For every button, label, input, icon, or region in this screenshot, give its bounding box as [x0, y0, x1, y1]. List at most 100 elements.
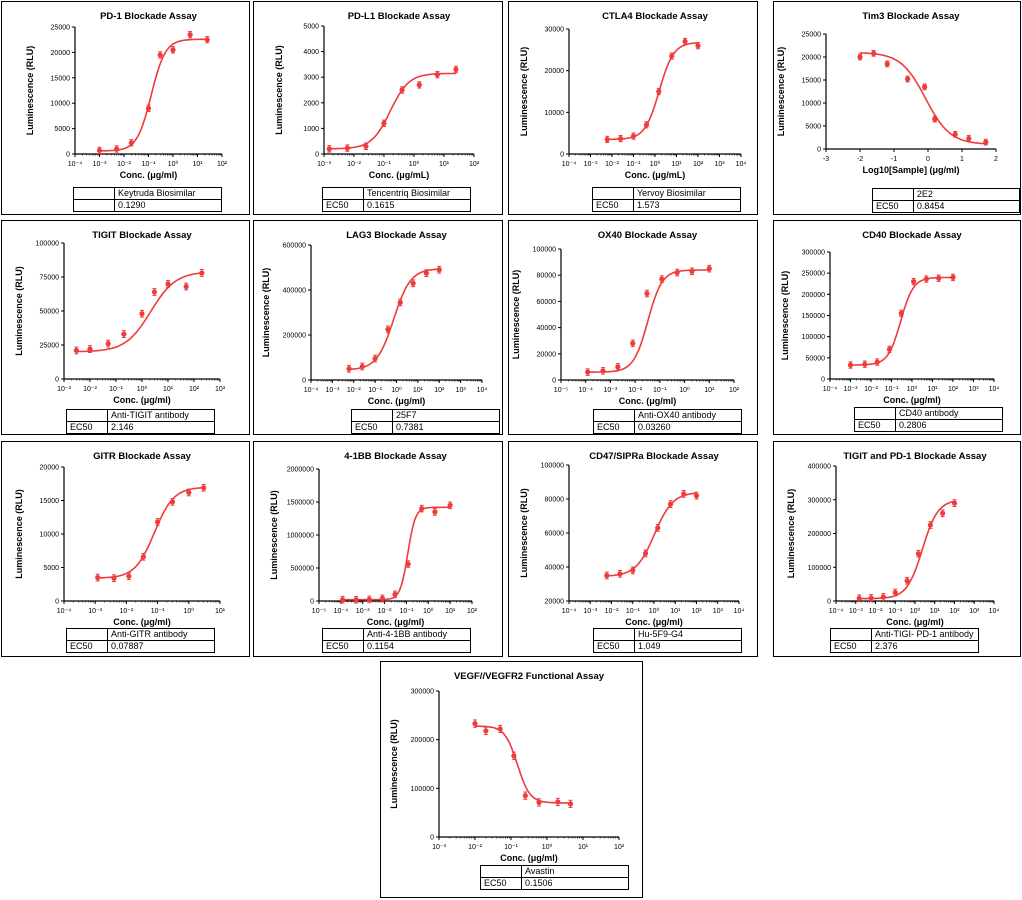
data-point: [511, 753, 517, 759]
chart-title: VEGF//VEGFR2 Functional Assay: [454, 671, 605, 682]
chart-title: CTLA4 Blockade Assay: [602, 11, 708, 22]
fit-curve: [859, 500, 955, 600]
x-tick-label: 10¹: [163, 386, 174, 393]
data-point: [346, 366, 352, 372]
chart-title: CD40 Blockade Assay: [862, 230, 962, 241]
data-point: [73, 347, 80, 354]
y-tick-label: 100000: [533, 247, 556, 254]
x-tick-label: 10⁻³: [849, 608, 863, 615]
y-tick-label: 100000: [808, 565, 831, 572]
y-tick-label: 300000: [802, 250, 825, 257]
y-tick-label: 60000: [537, 299, 557, 306]
ec50-table-header: 25F7: [392, 409, 500, 422]
ec50-table: Keytruda Biosimilar 0.1290: [73, 187, 222, 212]
data-point: [165, 281, 171, 287]
x-tick-label: 10²: [467, 608, 478, 615]
fit-curve: [859, 52, 986, 145]
data-point: [419, 506, 425, 512]
x-tick-label: 10²: [691, 608, 702, 615]
x-tick-label: 10⁰: [649, 607, 660, 615]
ec50-table: Anti-TIGI- PD-1 antibody EC50 2.376: [830, 628, 979, 653]
ec50-table-header: Hu-5F9-G4: [634, 628, 742, 641]
data-point: [399, 87, 405, 93]
y-tick-label: 1500000: [287, 500, 314, 507]
data-point: [644, 290, 650, 297]
y-tick-label: 0: [821, 377, 825, 384]
ec50-table: Yervoy Biosimilar EC50 1.573: [592, 187, 741, 212]
x-tick-label: 10⁻²: [628, 387, 642, 394]
x-tick-label: 10⁰: [137, 385, 148, 393]
data-point: [155, 519, 161, 525]
y-tick-label: 10000: [51, 101, 71, 108]
y-tick-label: 4000: [303, 49, 319, 56]
y-tick-label: 50000: [806, 355, 826, 362]
x-tick-label: 10²: [949, 608, 960, 615]
y-tick-label: 60000: [545, 531, 565, 538]
data-point: [186, 489, 192, 496]
y-tick-label: 0: [55, 377, 59, 384]
data-point: [659, 276, 665, 282]
x-tick-label: 10⁰: [184, 607, 195, 615]
chart-title: PD-1 Blockade Assay: [100, 11, 198, 22]
x-tick-label: 10⁻⁴: [68, 161, 83, 168]
x-tick-label: 10¹: [930, 608, 941, 615]
ec50-value: 1.573: [633, 199, 741, 212]
data-point: [966, 135, 972, 142]
x-tick-label: 10⁴: [736, 161, 747, 168]
chart-panel-6: LAG3 Blockade Assay 0 200000 400000 600000 10…: [253, 220, 503, 435]
y-tick-label: 30000: [545, 27, 565, 34]
ec50-table-header: Anti-GITR antibody: [107, 628, 215, 641]
chart-title: CD47/SIPRa Blockade Assay: [589, 451, 719, 462]
x-tick-label: 10³: [968, 386, 979, 393]
ec50-value: 0.1506: [521, 877, 629, 890]
y-tick-label: 200000: [808, 531, 831, 538]
data-point: [385, 326, 391, 332]
x-tick-label: 10⁻²: [378, 608, 392, 615]
y-tick-label: 200000: [411, 737, 434, 744]
data-point: [145, 105, 152, 111]
data-point: [862, 361, 868, 367]
data-point: [630, 567, 636, 573]
data-point: [922, 84, 928, 90]
x-tick-label: 10⁰: [679, 386, 690, 394]
data-point: [874, 359, 880, 365]
data-point: [121, 331, 127, 337]
x-tick-label: 10⁰: [907, 385, 918, 393]
x-tick-label: 10⁻²: [869, 608, 883, 615]
data-point: [423, 270, 429, 276]
x-tick-label: 10⁰: [423, 607, 434, 615]
chart-svg: PD-1 Blockade Assay 0 5000 10000 15000 20000 2…: [25, 11, 228, 180]
data-point: [405, 561, 411, 567]
data-point: [339, 597, 346, 603]
data-point: [682, 38, 688, 45]
y-tick-label: 15000: [40, 498, 60, 505]
data-point: [932, 116, 938, 122]
ec50-row-label: EC50: [593, 421, 635, 434]
data-point: [695, 43, 701, 49]
y-tick-label: 0: [560, 152, 564, 159]
y-axis-label: Luminescence (RLU): [25, 46, 35, 136]
data-point: [667, 501, 674, 507]
ec50-row-label: EC50: [830, 640, 872, 653]
y-tick-label: 80000: [545, 497, 565, 504]
y-tick-label: 0: [827, 599, 831, 606]
x-tick-label: 10²: [693, 161, 704, 168]
x-tick-label: 10⁻²: [119, 608, 133, 615]
chart-svg: LAG3 Blockade Assay 0 200000 400000 600000 10…: [261, 230, 487, 406]
data-point: [856, 595, 862, 601]
chart-svg: OX40 Blockade Assay 0 20000 40000 60000 80000…: [511, 230, 740, 406]
y-tick-label: 20000: [51, 50, 71, 57]
data-point: [847, 362, 854, 368]
ec50-table-header: 2E2: [912, 188, 1021, 201]
data-point: [871, 50, 877, 56]
y-tick-label: 40000: [545, 565, 565, 572]
data-point: [105, 341, 111, 347]
x-tick-label: 10⁻⁴: [304, 387, 319, 394]
data-point: [126, 573, 132, 579]
y-tick-label: 5000: [43, 565, 59, 572]
y-axis-label: Luminescence (RLU): [14, 489, 24, 579]
data-point: [927, 522, 933, 528]
x-tick-label: 10⁻⁴: [562, 608, 577, 615]
x-axis-label: Conc. (μg/ml): [113, 617, 171, 627]
data-point: [886, 346, 893, 352]
